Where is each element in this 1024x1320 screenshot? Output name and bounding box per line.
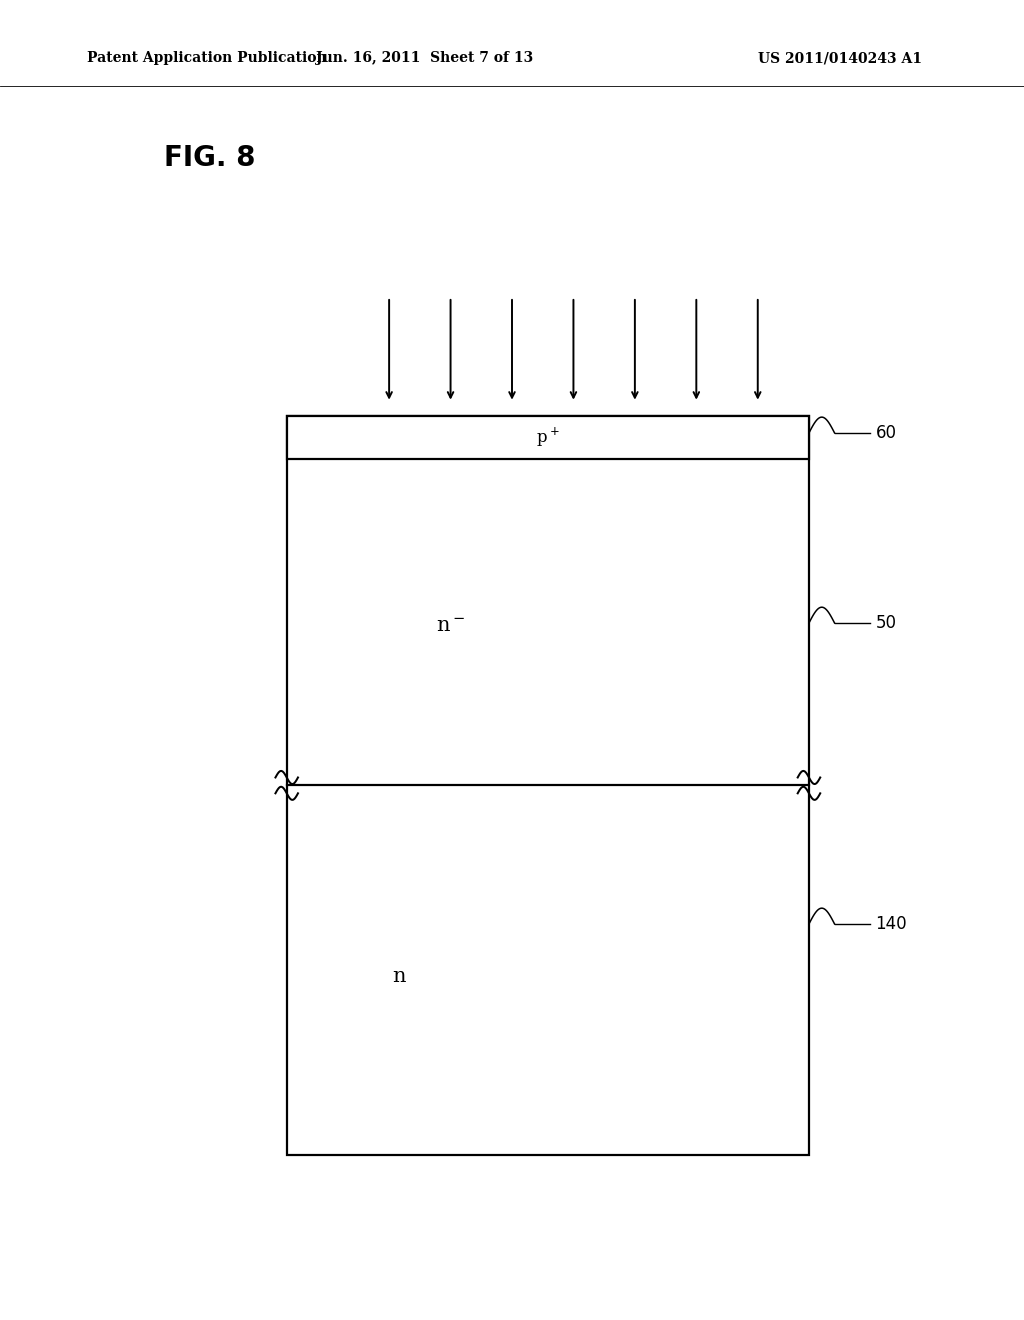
Text: 140: 140	[876, 915, 907, 933]
Text: US 2011/0140243 A1: US 2011/0140243 A1	[758, 51, 922, 65]
Text: FIG. 8: FIG. 8	[164, 144, 255, 173]
Text: p$^+$: p$^+$	[536, 426, 560, 449]
Text: 60: 60	[876, 424, 897, 442]
Text: Jun. 16, 2011  Sheet 7 of 13: Jun. 16, 2011 Sheet 7 of 13	[316, 51, 534, 65]
Text: 50: 50	[876, 614, 897, 632]
Bar	[287, 416, 809, 1155]
Text: n$^-$: n$^-$	[436, 618, 465, 636]
Bar	[287, 416, 809, 459]
Text: n: n	[392, 968, 407, 986]
Text: Patent Application Publication: Patent Application Publication	[87, 51, 327, 65]
